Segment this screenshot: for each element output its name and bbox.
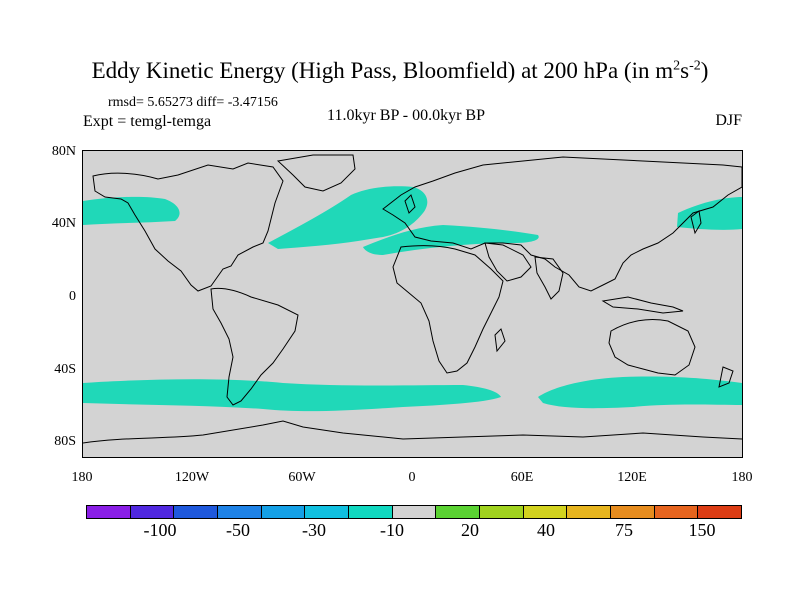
anomaly-southern-ocean-2 <box>538 376 742 409</box>
colorbar-label-minus10: -10 <box>380 520 404 540</box>
colorbar-box-14 <box>698 506 742 518</box>
colorbar-box-8 <box>436 506 481 518</box>
colorbar <box>86 505 742 519</box>
lat-label-40s: 40S <box>54 362 76 377</box>
colorbar-label-40: 40 <box>537 520 555 540</box>
coast-india <box>534 256 564 300</box>
colorbar-box-2 <box>174 506 219 518</box>
coast-north-america <box>92 162 284 292</box>
colorbar-box-7 <box>392 506 437 518</box>
coast-africa <box>392 245 504 374</box>
map-title: Eddy Kinetic Energy (High Pass, Bloomfie… <box>0 58 800 84</box>
coast-antarctica <box>83 420 742 444</box>
colorbar-box-10 <box>523 506 568 518</box>
coast-eurasia <box>382 156 742 292</box>
colorbar-box-12 <box>611 506 655 518</box>
coast-australia <box>608 318 696 376</box>
anomaly-north-pacific-west <box>677 197 742 230</box>
colorbar-label-20: 20 <box>461 520 479 540</box>
title-text: Eddy Kinetic Energy (High Pass, Bloomfie… <box>91 58 674 83</box>
colorbar-box-5 <box>305 506 350 518</box>
colorbar-box-9 <box>480 506 524 518</box>
coast-japan <box>690 210 702 235</box>
colorbar-label-minus50: -50 <box>226 520 250 540</box>
colorbar-box-11 <box>567 506 612 518</box>
title-close-paren: ) <box>700 58 709 83</box>
world-map <box>83 154 742 444</box>
experiment-label: Expt = temgl-temga <box>83 113 212 130</box>
lon-label-0: 0 <box>408 470 416 485</box>
map-panel <box>82 150 743 458</box>
period-label: 11.0kyr BP - 00.0kyr BP <box>327 107 485 124</box>
lat-label-40n: 40N <box>51 216 76 231</box>
colorbar-box-4 <box>261 506 306 518</box>
coast-uk <box>404 194 416 214</box>
coastlines <box>83 154 742 444</box>
lat-label-0: 0 <box>69 289 76 304</box>
lon-label-180w: 180 <box>71 470 93 485</box>
coast-new-zealand <box>718 366 734 388</box>
title-superscript-minus2: -2 <box>689 58 701 74</box>
colorbar-label-minus30: -30 <box>302 520 326 540</box>
lon-label-180e: 180 <box>731 470 753 485</box>
colorbar-box-6 <box>349 506 393 518</box>
lon-label-60e: 60E <box>510 470 534 485</box>
colorbar-box-0 <box>87 506 131 518</box>
coast-madagascar <box>494 328 506 353</box>
colorbar-label-75: 75 <box>615 520 633 540</box>
lat-label-80s: 80S <box>54 434 76 449</box>
coast-arabia <box>484 242 532 282</box>
anomaly-mediterranean <box>363 225 539 255</box>
coast-south-america <box>210 288 299 406</box>
colorbar-box-1 <box>130 506 175 518</box>
anomaly-southern-ocean-1 <box>83 379 501 412</box>
anomaly-north-pacific-east <box>83 196 180 225</box>
title-text-s: s <box>680 58 690 83</box>
colorbar-box-13 <box>654 506 699 518</box>
lon-label-60w: 60W <box>288 470 316 485</box>
lat-label-80n: 80N <box>51 144 76 159</box>
lon-label-120e: 120E <box>617 470 647 485</box>
anomaly-regions <box>83 186 742 412</box>
colorbar-label-150: 150 <box>688 520 716 540</box>
title-superscript-2: 2 <box>673 58 681 74</box>
season-label: DJF <box>715 112 742 129</box>
coast-indonesia <box>601 296 684 314</box>
lon-label-120w: 120W <box>174 470 210 485</box>
stats-label: rmsd= 5.65273 diff= -3.47156 <box>108 95 278 110</box>
colorbar-box-3 <box>218 506 262 518</box>
anomaly-north-atlantic <box>268 186 428 249</box>
coast-greenland <box>276 154 356 192</box>
colorbar-label-minus100: -100 <box>143 520 177 540</box>
